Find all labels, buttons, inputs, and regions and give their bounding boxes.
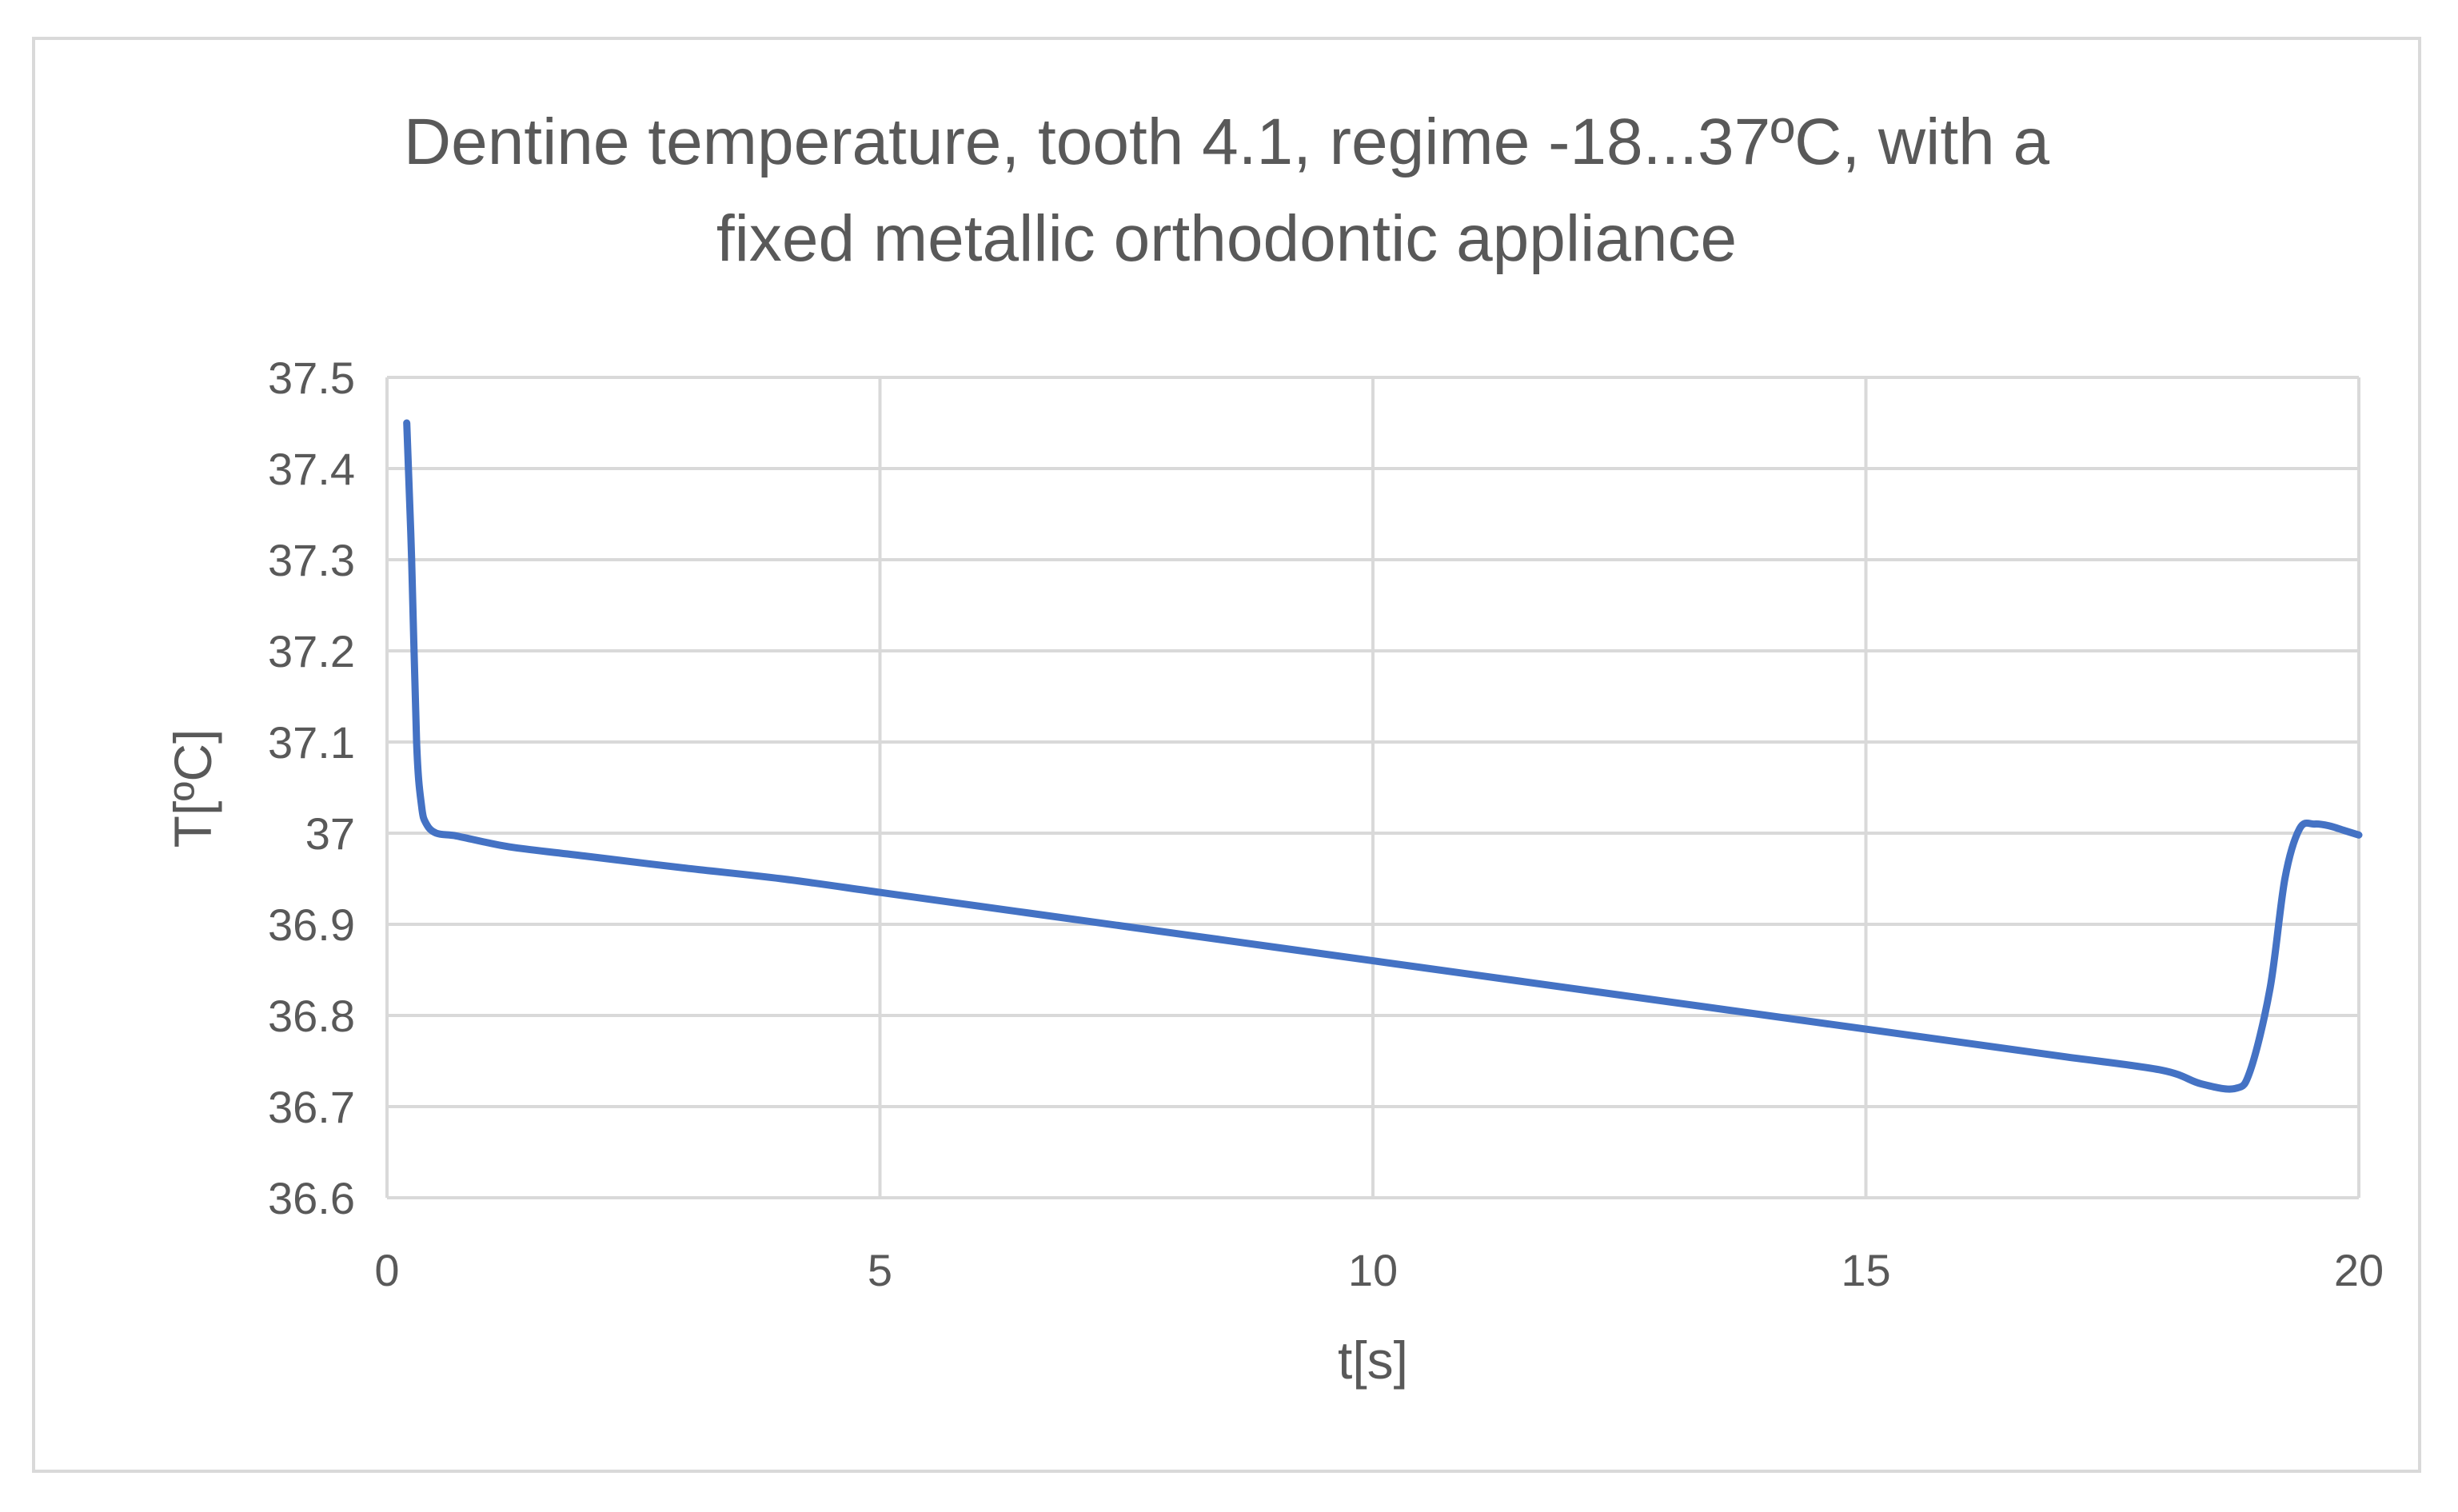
gridlines [385, 376, 2360, 1199]
y-tick-label: 37.1 [268, 717, 355, 768]
x-tick-label: 0 [374, 1245, 399, 1295]
x-tick-label: 20 [2334, 1245, 2384, 1295]
y-tick-label: 37.3 [268, 535, 355, 585]
y-tick-label: 36.9 [268, 900, 355, 950]
y-tick-label: 37 [305, 808, 355, 859]
y-tick-label: 37.2 [268, 626, 355, 676]
y-tick-label: 36.6 [268, 1173, 355, 1223]
temperature-series-line [403, 419, 2363, 1093]
x-axis-title: t[s] [1338, 1330, 1408, 1390]
y-tick-label: 36.7 [268, 1082, 355, 1132]
chart-title-line-2: fixed metallic orthodontic appliance [716, 202, 1737, 275]
x-tick-label: 15 [1841, 1245, 1890, 1295]
x-tick-labels: 0 5 10 15 20 [374, 1245, 2384, 1295]
chart-title-line-1: Dentine temperature, tooth 4.1, regime -… [404, 106, 2050, 178]
y-tick-labels: 36.6 36.7 36.8 36.9 37 37.1 37.2 37.3 37.4 37.5 [268, 353, 355, 1223]
y-axis-title: T[ºC] [163, 729, 222, 848]
series-lines [403, 419, 2363, 1093]
chart-title-group: Dentine temperature, tooth 4.1, regime -… [404, 106, 2050, 275]
y-tick-label: 37.5 [268, 353, 355, 403]
x-tick-label: 5 [868, 1245, 892, 1295]
chart-frame: Dentine temperature, tooth 4.1, regime -… [32, 37, 2421, 1473]
x-tick-label: 10 [1348, 1245, 1398, 1295]
y-tick-label: 36.8 [268, 991, 355, 1041]
y-tick-label: 37.4 [268, 444, 355, 494]
chart-svg: Dentine temperature, tooth 4.1, regime -… [163, 106, 2384, 1390]
